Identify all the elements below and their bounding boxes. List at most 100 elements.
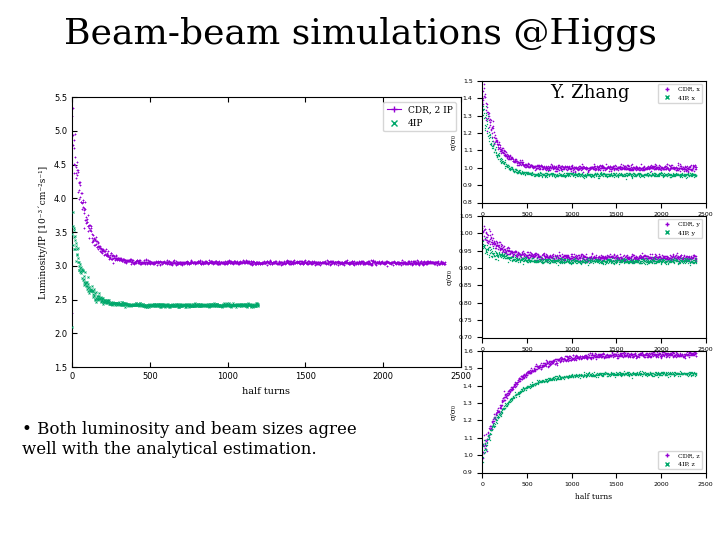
Point bbox=[595, 253, 606, 262]
Point bbox=[608, 253, 619, 262]
Point bbox=[554, 372, 566, 380]
Point bbox=[495, 249, 506, 258]
Point bbox=[513, 168, 525, 177]
Point bbox=[108, 254, 120, 263]
Point bbox=[602, 370, 613, 379]
Point bbox=[513, 255, 525, 264]
Point bbox=[572, 371, 583, 380]
Point bbox=[642, 259, 654, 267]
Point bbox=[518, 161, 530, 170]
Point bbox=[505, 395, 517, 404]
Point bbox=[634, 252, 645, 260]
Point bbox=[522, 159, 534, 168]
Point bbox=[686, 256, 698, 265]
Point bbox=[230, 259, 242, 267]
Point bbox=[623, 169, 634, 178]
Point bbox=[675, 162, 687, 171]
Point bbox=[552, 256, 563, 265]
Point bbox=[507, 248, 518, 256]
Point bbox=[625, 257, 636, 266]
Point bbox=[675, 161, 687, 170]
Point bbox=[67, 104, 78, 112]
Point bbox=[603, 251, 614, 260]
Point bbox=[306, 258, 318, 267]
Point bbox=[622, 369, 634, 378]
Point bbox=[673, 256, 685, 265]
Point bbox=[657, 254, 668, 263]
Point bbox=[663, 370, 675, 379]
Point bbox=[174, 258, 185, 266]
Point bbox=[109, 299, 121, 308]
Point bbox=[573, 162, 585, 171]
Point bbox=[480, 99, 492, 107]
Point bbox=[618, 170, 630, 178]
Point bbox=[300, 257, 311, 266]
Point bbox=[550, 161, 562, 170]
Point bbox=[658, 368, 670, 377]
Point bbox=[618, 370, 630, 379]
Point bbox=[670, 257, 682, 266]
Point bbox=[580, 164, 592, 173]
Point bbox=[546, 256, 557, 265]
Point bbox=[640, 253, 652, 262]
Point bbox=[656, 350, 667, 359]
Point bbox=[225, 259, 236, 267]
Point bbox=[492, 403, 504, 412]
Point bbox=[517, 254, 528, 263]
Point bbox=[575, 355, 587, 364]
Point bbox=[571, 257, 582, 266]
Point bbox=[592, 254, 603, 262]
Point bbox=[664, 164, 675, 172]
Point bbox=[518, 160, 529, 169]
Point bbox=[552, 261, 564, 269]
Point bbox=[276, 260, 287, 268]
Point bbox=[657, 172, 669, 181]
Point bbox=[300, 258, 312, 266]
Point bbox=[132, 259, 144, 267]
Point bbox=[520, 251, 531, 259]
Point bbox=[434, 259, 446, 267]
Point bbox=[488, 252, 500, 260]
Point bbox=[634, 254, 645, 262]
Point bbox=[208, 258, 220, 267]
Point bbox=[690, 370, 701, 379]
Point bbox=[572, 164, 583, 172]
Point bbox=[483, 237, 495, 246]
Point bbox=[197, 301, 208, 309]
Point bbox=[587, 171, 598, 179]
Point bbox=[277, 259, 289, 267]
Point bbox=[585, 163, 597, 171]
Point bbox=[656, 352, 667, 360]
Point bbox=[611, 370, 623, 379]
Point bbox=[227, 300, 238, 309]
Point bbox=[669, 350, 680, 359]
Point bbox=[683, 350, 694, 359]
Point bbox=[117, 256, 129, 265]
Point bbox=[485, 118, 496, 127]
Point bbox=[505, 382, 517, 391]
Point bbox=[663, 255, 675, 264]
Point bbox=[410, 258, 422, 266]
Point bbox=[657, 253, 668, 262]
Point bbox=[518, 383, 529, 391]
Point bbox=[480, 227, 492, 236]
Point bbox=[251, 259, 262, 268]
Point bbox=[626, 165, 637, 174]
Point bbox=[668, 369, 680, 378]
Point bbox=[590, 352, 602, 361]
Point bbox=[516, 168, 527, 177]
Point bbox=[130, 256, 142, 265]
Point bbox=[629, 170, 641, 179]
Point bbox=[331, 258, 343, 266]
Point bbox=[624, 259, 635, 267]
Point bbox=[113, 298, 125, 306]
Point bbox=[588, 257, 599, 266]
Point bbox=[523, 169, 535, 178]
Point bbox=[572, 352, 583, 361]
Point bbox=[206, 258, 217, 267]
Point bbox=[665, 164, 677, 173]
Point bbox=[384, 259, 396, 268]
Point bbox=[313, 259, 325, 268]
Point bbox=[646, 351, 657, 360]
Point bbox=[77, 266, 89, 275]
